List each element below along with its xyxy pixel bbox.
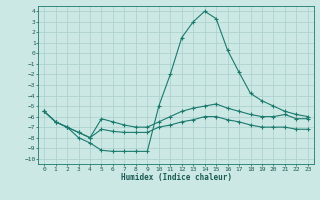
X-axis label: Humidex (Indice chaleur): Humidex (Indice chaleur) [121,173,231,182]
